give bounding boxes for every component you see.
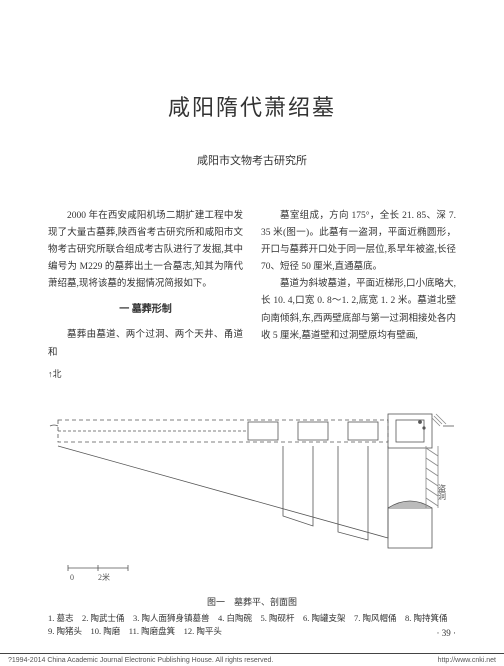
section-heading: 一 墓葬形制: [48, 301, 243, 319]
right-column: 墓室组成，方向 175°，全长 21. 85、深 7. 35 米(图一)。此墓有…: [261, 208, 456, 382]
scale-label: 0 2米: [70, 572, 110, 582]
legend-line-2: 9. 陶猪头 10. 陶磨 11. 陶磨盘箕 12. 陶平头: [48, 625, 456, 639]
left-p1: 2000 年在西安咸阳机场二期扩建工程中发现了大量古墓葬,陕西省考古研究所和咸阳…: [48, 208, 243, 293]
figure-one: 盗洞 0 2米 图一 墓葬平、剖面图: [48, 408, 456, 608]
page-number: · 39 ·: [437, 628, 457, 638]
left-column: 2000 年在西安咸阳机场二期扩建工程中发现了大量古墓葬,陕西省考古研究所和咸阳…: [48, 208, 243, 382]
footer-right: http://www.cnki.net: [438, 657, 496, 664]
figure-legend: 1. 墓志 2. 陶武士俑 3. 陶人面狮身镇墓兽 4. 白陶碗 5. 陶砚杆 …: [48, 612, 456, 639]
north-arrow: ↑北: [48, 366, 243, 382]
footer-rule: [0, 653, 504, 654]
footer: ?1994-2014 China Academic Journal Electr…: [8, 657, 496, 664]
legend-line-1: 1. 墓志 2. 陶武士俑 3. 陶人面狮身镇墓兽 4. 白陶碗 5. 陶砚杆 …: [48, 612, 456, 626]
svg-text:盗洞: 盗洞: [438, 483, 447, 500]
left-p2: 墓葬由墓道、两个过洞、两个天井、甬道和: [48, 327, 243, 361]
footer-left: ?1994-2014 China Academic Journal Electr…: [8, 657, 273, 664]
tomb-plan-section-svg: 盗洞 0 2米: [48, 408, 456, 588]
right-p1: 墓室组成，方向 175°，全长 21. 85、深 7. 35 米(图一)。此墓有…: [261, 208, 456, 276]
body-columns: 2000 年在西安咸阳机场二期扩建工程中发现了大量古墓葬,陕西省考古研究所和咸阳…: [48, 208, 456, 382]
right-p2: 墓道为斜坡墓道，平面近梯形,口小底略大,长 10. 4,口宽 0. 8～1. 2…: [261, 276, 456, 344]
figure-caption: 图一 墓葬平、剖面图: [48, 595, 456, 608]
article-title: 咸阳隋代萧绍墓: [48, 90, 456, 122]
author-line: 咸阳市文物考古研究所: [48, 152, 456, 168]
